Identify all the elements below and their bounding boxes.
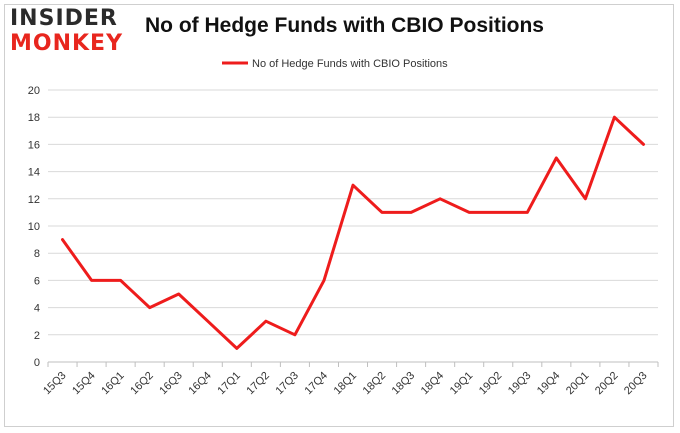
x-tick-label: 19Q3 bbox=[506, 370, 534, 398]
gridlines bbox=[48, 89, 658, 363]
y-tick-label: 2 bbox=[34, 330, 40, 342]
y-tick-label: 10 bbox=[28, 221, 40, 233]
x-tick-label: 17Q4 bbox=[303, 370, 331, 398]
y-tick-label: 6 bbox=[34, 275, 40, 287]
x-tick-label: 20Q1 bbox=[564, 370, 592, 398]
y-tick-label: 18 bbox=[28, 112, 40, 124]
y-tick-label: 16 bbox=[28, 139, 40, 151]
logo-line-1: INSIDER bbox=[10, 6, 118, 31]
series-line bbox=[61, 115, 645, 350]
y-tick-label: 14 bbox=[28, 167, 40, 179]
x-tick-label: 18Q3 bbox=[390, 370, 418, 398]
logo-line-2: MONKEY bbox=[10, 31, 124, 56]
x-tick-label: 19Q1 bbox=[448, 370, 476, 398]
chart-title: No of Hedge Funds with CBIO Positions bbox=[145, 14, 544, 37]
y-tick-label: 12 bbox=[28, 194, 40, 206]
x-tick-label: 18Q1 bbox=[332, 370, 360, 398]
x-tick-label: 17Q3 bbox=[274, 370, 302, 398]
x-tick-label: 20Q3 bbox=[622, 370, 650, 398]
series-lines bbox=[61, 115, 645, 350]
x-axis-ticks: 15Q3 15Q4 16Q1 16Q2 16Q3 16Q4 17Q1 17Q2 17Q3 17Q4… bbox=[41, 362, 659, 398]
x-tick-label: 16Q3 bbox=[157, 370, 185, 398]
x-tick-label: 19Q4 bbox=[535, 370, 563, 398]
y-tick-label: 4 bbox=[34, 303, 40, 315]
x-tick-label: 16Q4 bbox=[186, 370, 214, 398]
x-tick-label: 16Q1 bbox=[99, 370, 127, 398]
x-tick-label: 17Q2 bbox=[244, 370, 272, 398]
y-tick-label: 0 bbox=[34, 357, 40, 369]
x-tick-label: 18Q2 bbox=[361, 370, 389, 398]
legend-label: No of Hedge Funds with CBIO Positions bbox=[252, 58, 448, 70]
x-tick-label: 18Q4 bbox=[419, 370, 447, 398]
x-tick-label: 15Q4 bbox=[70, 370, 98, 398]
y-tick-label: 8 bbox=[34, 248, 40, 260]
x-tick-label: 15Q3 bbox=[41, 370, 69, 398]
x-tick-label: 19Q2 bbox=[477, 370, 505, 398]
chart-frame bbox=[4, 4, 674, 427]
x-tick-label: 17Q1 bbox=[215, 370, 243, 398]
legend: No of Hedge Funds with CBIO Positions bbox=[222, 58, 448, 70]
x-tick-label: 16Q2 bbox=[128, 370, 156, 398]
insider-monkey-logo: INSIDER MONKEY bbox=[10, 6, 130, 58]
y-tick-label: 20 bbox=[28, 85, 40, 97]
y-axis-ticks: 0 2 4 6 8 10 12 14 16 18 20 bbox=[28, 85, 40, 369]
x-tick-label: 20Q2 bbox=[593, 370, 621, 398]
